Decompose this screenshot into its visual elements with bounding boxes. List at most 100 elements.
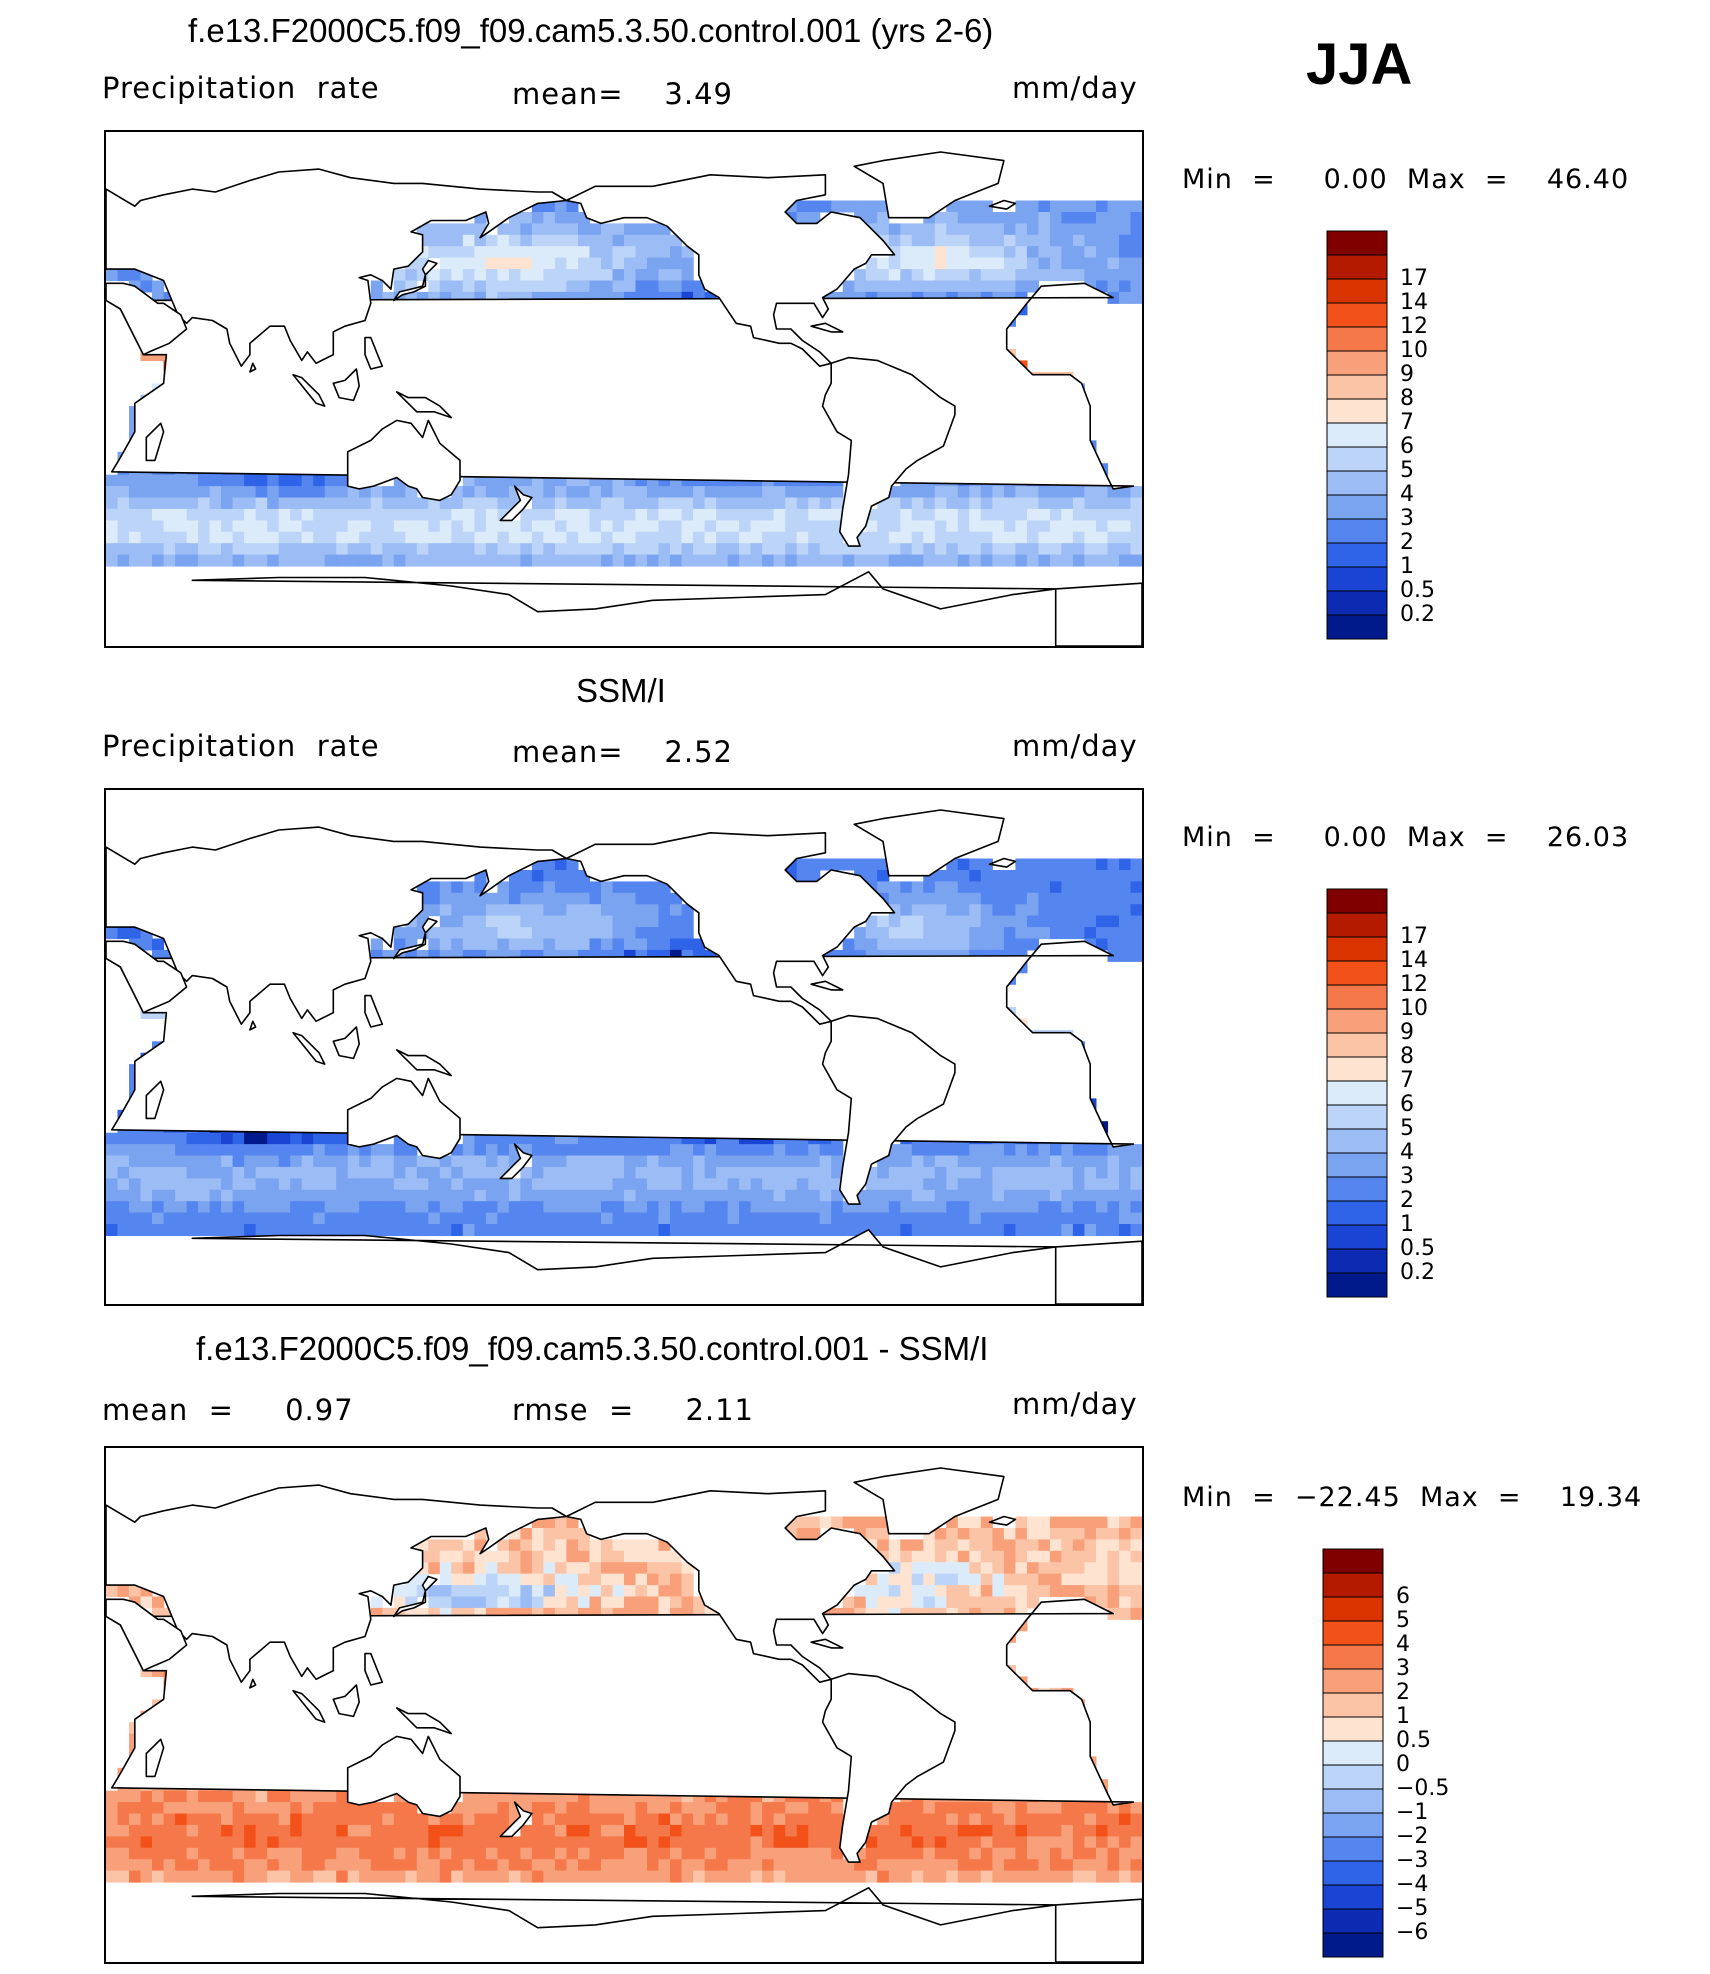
colorbar-swatch (1326, 1104, 1388, 1130)
colorbar-swatch (1322, 1668, 1384, 1694)
panel-3-colorbar: 6 5 4 3 2 1 0.5 0 −0.5 −1 −2 −3 −4 −5 −6 (1322, 1548, 1462, 1960)
panel-1-units: mm/day (1012, 71, 1138, 105)
colorbar-tick-label: −2 (1396, 1824, 1429, 1849)
colorbar-tick-label: 4 (1396, 1632, 1410, 1657)
panel-3-map-svg (106, 1467, 1142, 1962)
colorbar-tick-label: −1 (1396, 1800, 1429, 1825)
colorbar-tick-label: 5 (1400, 458, 1414, 483)
colorbar-tick-label: 17 (1400, 924, 1428, 949)
colorbar-tick-label: 0.5 (1400, 1236, 1435, 1261)
coastlines (106, 1467, 1142, 1962)
colorbar-tick-label: 0.2 (1400, 1260, 1435, 1285)
colorbar-tick-label: 5 (1400, 1116, 1414, 1141)
colorbar-tick-label: 0.2 (1400, 602, 1435, 627)
colorbar-swatch (1322, 1548, 1384, 1574)
colorbar-swatch (1326, 230, 1388, 256)
colorbar-tick-label: 0.5 (1400, 578, 1435, 603)
colorbar-swatch (1326, 1224, 1388, 1250)
panel-3-minmax: Min = −22.45 Max = 19.34 (1182, 1482, 1643, 1513)
colorbar-tick-label: 14 (1400, 290, 1428, 315)
colorbar-swatch (1326, 888, 1388, 914)
colorbar-swatch (1326, 518, 1388, 544)
colorbar-swatch (1322, 1740, 1384, 1766)
colorbar-swatch (1326, 278, 1388, 304)
colorbar-tick-label: 12 (1400, 314, 1428, 339)
colorbar-tick-label: 8 (1400, 386, 1414, 411)
colorbar-swatches (1326, 888, 1388, 1298)
colorbar-swatch (1322, 1788, 1384, 1814)
colorbar-swatch (1326, 912, 1388, 938)
colorbar-tick-label: −3 (1396, 1848, 1429, 1873)
panel-2-variable-label: Precipitation rate (102, 729, 380, 763)
panel-1-map (104, 130, 1144, 648)
colorbar-swatch (1326, 470, 1388, 496)
coastlines (106, 151, 1142, 646)
colorbar-tick-label: 14 (1400, 948, 1428, 973)
season-label: JJA (1306, 32, 1413, 97)
panel-2-colorbar: 17 14 12 10 9 8 7 6 5 4 3 2 1 0.5 0.2 (1326, 888, 1456, 1300)
colorbar-tick-label: 4 (1400, 482, 1414, 507)
colorbar-swatch (1326, 936, 1388, 962)
colorbar-swatch (1322, 1596, 1384, 1622)
colorbar-swatch (1326, 614, 1388, 640)
colorbar-tick-label: −6 (1396, 1920, 1429, 1945)
colorbar-tick-label: 0 (1396, 1752, 1410, 1777)
coastlines (106, 809, 1142, 1304)
colorbar-tick-label: 7 (1400, 410, 1414, 435)
colorbar-swatch (1326, 960, 1388, 986)
colorbar-tick-label: −0.5 (1396, 1776, 1450, 1801)
colorbar-tick-label: 17 (1400, 266, 1428, 291)
colorbar-swatch (1326, 422, 1388, 448)
colorbar-tick-label: −5 (1396, 1896, 1429, 1921)
colorbar-swatch (1326, 302, 1388, 328)
colorbar-swatch (1322, 1764, 1384, 1790)
colorbar-swatch (1322, 1620, 1384, 1646)
colorbar-tick-label: 2 (1400, 1188, 1414, 1213)
colorbar-swatch (1322, 1932, 1384, 1958)
panel-1-colorbar: 17 14 12 10 9 8 7 6 5 4 3 2 1 0.5 0.2 (1326, 230, 1456, 642)
panel-1-variable-label: Precipitation rate (102, 71, 380, 105)
colorbar-tick-label: 5 (1396, 1608, 1410, 1633)
colorbar-swatch (1326, 1032, 1388, 1058)
colorbar-swatch (1322, 1908, 1384, 1934)
colorbar-tick-label: 3 (1400, 1164, 1414, 1189)
colorbar-swatch (1326, 446, 1388, 472)
colorbar-tick-label: 9 (1400, 1020, 1414, 1045)
colorbar-tick-label: 3 (1400, 506, 1414, 531)
colorbar-swatch (1326, 254, 1388, 280)
colorbar-swatches (1326, 230, 1388, 640)
colorbar-tick-label: 4 (1400, 1140, 1414, 1165)
panel-1-minmax: Min = 0.00 Max = 46.40 (1182, 164, 1630, 195)
panel-1-title: f.e13.F2000C5.f09_f09.cam5.3.50.control.… (188, 12, 994, 49)
colorbar-tick-label: 1 (1400, 1212, 1414, 1237)
colorbar-swatch (1326, 542, 1388, 568)
colorbar-tick-label: −4 (1396, 1872, 1429, 1897)
colorbar-tick-label: 1 (1400, 554, 1414, 579)
colorbar-swatch (1322, 1572, 1384, 1598)
panel-1-map-svg (106, 151, 1142, 646)
colorbar-swatch (1326, 1272, 1388, 1298)
colorbar-tick-label: 8 (1400, 1044, 1414, 1069)
colorbar-tick-label: 2 (1396, 1680, 1410, 1705)
panel-2-minmax: Min = 0.00 Max = 26.03 (1182, 822, 1630, 853)
colorbar-tick-label: 6 (1400, 434, 1414, 459)
colorbar-swatch (1326, 1176, 1388, 1202)
colorbar-tick-label: 0.5 (1396, 1728, 1431, 1753)
panel-2-title: SSM/I (576, 672, 666, 709)
panel-3-mean-label: mean = 0.97 (102, 1393, 354, 1427)
colorbar-swatch (1326, 1248, 1388, 1274)
panel-2-map (104, 788, 1144, 1306)
colorbar-swatch (1326, 1200, 1388, 1226)
colorbar-tick-label: 9 (1400, 362, 1414, 387)
colorbar-tick-label: 2 (1400, 530, 1414, 555)
colorbar-swatch (1326, 984, 1388, 1010)
colorbar-swatch (1322, 1836, 1384, 1862)
colorbar-swatch (1322, 1812, 1384, 1838)
colorbar-tick-label: 6 (1400, 1092, 1414, 1117)
colorbar-swatch (1326, 398, 1388, 424)
colorbar-swatch (1326, 1080, 1388, 1106)
colorbar-tick-label: 10 (1400, 338, 1428, 363)
colorbar-swatch (1322, 1716, 1384, 1742)
colorbar-tick-label: 10 (1400, 996, 1428, 1021)
colorbar-swatch (1326, 566, 1388, 592)
